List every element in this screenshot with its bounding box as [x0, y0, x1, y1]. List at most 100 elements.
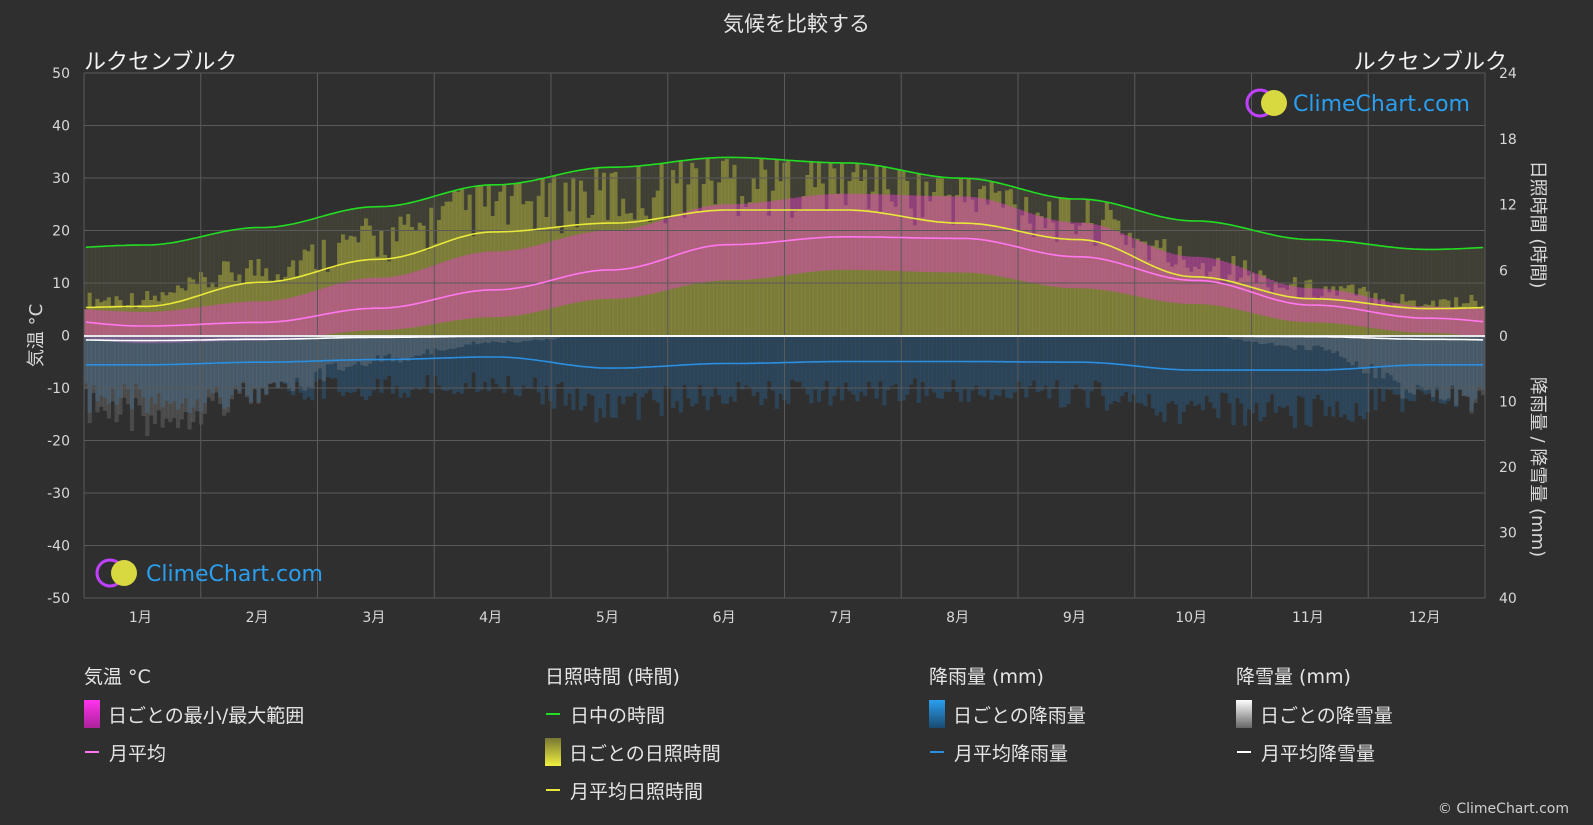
temp-range-bar	[816, 194, 822, 272]
rain-bar	[705, 336, 710, 411]
rain-bar	[678, 336, 683, 413]
daylight-bar	[1477, 247, 1482, 336]
daylight-bar	[321, 215, 327, 336]
snow-bar	[241, 336, 246, 384]
rain-bar	[106, 336, 112, 404]
snow-bar	[294, 336, 300, 378]
temp-range-bar	[321, 288, 327, 335]
temp-range-bar	[494, 251, 499, 318]
snow-bar	[1319, 336, 1324, 347]
rain-bar	[1358, 336, 1363, 417]
rain-bar	[947, 336, 952, 393]
snow-bar	[498, 336, 503, 343]
temp-range-bar	[874, 194, 879, 271]
daylight-bar	[191, 238, 196, 336]
y-right-top-title: 日照時間 (時間)	[1527, 161, 1548, 289]
legend-label: 月平均降雨量	[954, 742, 1069, 765]
rain-bar	[548, 336, 553, 402]
temp-range-bar	[594, 231, 599, 300]
climate-chart: 50 40 30 20 10 0 -10 -20 -30 -40 -50 24 18 12 6 0 10 20 30…	[26, 66, 1548, 626]
legend-label: 月平均	[109, 742, 167, 765]
daylight-bar	[1442, 249, 1447, 336]
daylight-bar	[141, 245, 146, 336]
snow-bar	[456, 336, 461, 348]
daylight-bar	[325, 214, 330, 336]
snow-bar	[1227, 336, 1232, 339]
rain-bar	[1112, 336, 1117, 402]
temp-range-bar	[1070, 222, 1075, 289]
daylight-bar	[206, 234, 211, 336]
rain-bar	[1100, 336, 1106, 396]
temp-range-bar	[667, 217, 672, 290]
rain-bar	[118, 336, 123, 399]
temp-range-bar	[855, 193, 860, 270]
rain-bar	[1277, 336, 1282, 407]
rain-bar	[271, 336, 277, 383]
sunshine-bar	[951, 224, 956, 336]
daylight-bar	[1312, 239, 1317, 336]
temp-range-bar	[521, 248, 526, 315]
series-lines	[85, 156, 1484, 371]
temp-range-bar	[360, 278, 365, 331]
temp-range-bar	[893, 194, 898, 271]
y-right-tick: 6	[1499, 263, 1508, 279]
daylight-bar	[1385, 246, 1390, 336]
temp-range-bar	[364, 278, 369, 331]
legend-item: 月平均降雪量	[1236, 738, 1393, 766]
temp-range-bar	[229, 302, 234, 342]
snow-bar	[356, 336, 361, 362]
snow-bar	[352, 336, 357, 365]
temp-range-bar	[575, 234, 580, 303]
rain-bar	[168, 336, 173, 404]
temp-range-bar	[609, 230, 614, 299]
daylight-bar	[129, 245, 135, 336]
snow-bar	[1292, 336, 1298, 350]
temp-range-bar	[759, 202, 764, 279]
temp-range-bar	[1415, 306, 1420, 333]
x-tick-label: 9月	[1063, 610, 1086, 626]
temp-range-bar	[99, 310, 104, 341]
snow-bar	[1300, 336, 1305, 346]
snow-bar	[218, 336, 223, 404]
rain-bar	[1285, 336, 1290, 406]
x-tick-label: 6月	[713, 610, 736, 626]
legend-item: 日中の時間	[545, 700, 721, 728]
daylight-bar	[245, 228, 250, 336]
temp-range-bar	[886, 194, 891, 271]
temp-range-bar	[836, 193, 841, 270]
temp-range-bar	[260, 301, 265, 341]
temp-range-bar	[713, 205, 718, 281]
rain-bar	[1480, 336, 1486, 391]
snow-bar	[256, 336, 261, 404]
snow-bar	[482, 336, 488, 343]
temp-range-bar	[352, 279, 357, 332]
temp-range-bar	[1039, 216, 1044, 285]
temp-range-bar	[943, 196, 948, 273]
temp-range-bar	[175, 309, 181, 343]
rain-bar	[417, 336, 422, 390]
rain-bar	[1312, 336, 1317, 400]
temp-range-bar	[1461, 307, 1467, 336]
daylight-bar	[390, 205, 396, 336]
temp-range-bar	[870, 194, 875, 271]
rain-bar	[1273, 336, 1278, 413]
rain-bar	[786, 336, 791, 404]
temp-range-bar	[275, 300, 280, 341]
temp-range-bar	[402, 274, 407, 329]
rain-bar	[743, 336, 749, 386]
temp-range-bar	[805, 196, 810, 273]
temp-range-bar	[1404, 305, 1409, 332]
snow-bar	[1335, 336, 1340, 352]
temp-range-bar	[298, 295, 303, 339]
daylight-bar	[1454, 248, 1459, 336]
rain-bar	[859, 336, 864, 392]
temp-range-bar	[928, 195, 933, 273]
snow-bar	[1392, 336, 1397, 381]
rain-bar	[122, 336, 127, 385]
snow-bar	[1358, 336, 1363, 370]
rain-bar	[317, 336, 323, 380]
snow-bar	[1277, 336, 1282, 346]
y-left-tick: -40	[47, 539, 70, 555]
rain-bar	[294, 336, 300, 382]
rain-bar	[667, 336, 672, 388]
